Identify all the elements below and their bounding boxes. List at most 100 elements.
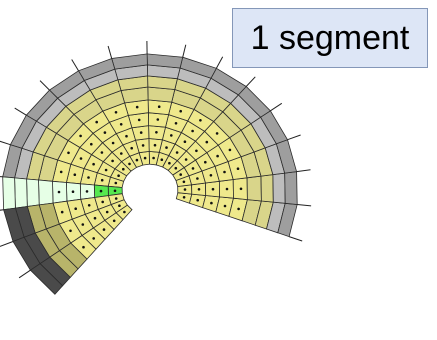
node-dot [122,167,125,171]
node-dot [57,190,61,194]
node-dot [117,174,120,177]
node-dot [199,119,202,122]
node-dot [87,204,91,207]
node-dot [155,131,158,134]
node-dot [182,180,186,184]
node-dot [130,146,133,150]
node-dot [223,204,227,208]
node-dot [99,189,103,193]
node-dot [179,173,182,176]
node-dot [113,189,117,193]
node-dot [205,140,209,144]
node-dot [125,134,128,138]
node-dot [184,158,188,161]
node-dot [170,134,173,137]
node-dot [141,144,145,147]
node-dot [209,174,213,177]
radial-tick [39,80,50,91]
radial-tick [0,140,11,146]
node-dot [92,162,95,166]
node-dot [156,118,160,121]
node-dot [174,122,178,125]
node-dot [90,142,93,146]
radial-tick [0,241,14,247]
node-dot [179,109,182,113]
mesh-cell [14,177,28,209]
radial-tick-marks [0,40,312,279]
node-dot [168,161,171,165]
radial-tick [182,44,187,58]
node-dot [112,219,116,223]
radial-tick [270,102,283,112]
segment-callout-label: 1 segment [232,8,428,68]
radial-tick [288,236,303,242]
node-dot [119,123,123,126]
node-dot [195,149,198,153]
radial-tick [296,169,311,173]
node-dot [103,131,107,134]
node-dot [114,181,118,185]
node-dot [183,140,187,143]
node-dot [102,228,106,231]
node-dot [216,154,219,158]
mesh-cell [272,172,286,204]
radial-tick [0,209,4,211]
node-dot [85,190,89,193]
node-dot [210,201,213,205]
node-dot [100,151,104,154]
mesh-cell [284,171,298,205]
mesh-cell [29,263,64,295]
node-dot [79,134,82,138]
radial-tick [287,134,301,141]
node-dot [197,188,201,191]
node-dot [211,187,215,191]
node-dot [196,198,199,202]
node-dot [100,178,104,182]
radial-tick [0,176,3,178]
node-dot [215,132,219,135]
node-dot [239,187,243,191]
node-dot [111,141,115,145]
mesh-cell [38,179,54,206]
node-dot [175,151,179,154]
node-dot [191,129,194,133]
radial-tick [107,45,113,59]
mesh-cell [26,178,40,207]
node-dot [135,105,139,109]
radial-tick [215,56,224,69]
node-dot [223,170,226,174]
node-dot [74,207,77,210]
node-dot [228,148,232,152]
node-dot [157,105,161,108]
node-dot [128,162,131,166]
node-dot [182,196,186,199]
node-dot [60,210,64,214]
node-dot [118,204,121,207]
node-dot [114,197,118,200]
radial-tick [245,76,256,87]
radial-tick [18,269,31,279]
node-dot [93,216,97,220]
node-dot [59,170,63,174]
mesh-cell [246,175,262,202]
node-dot [81,223,85,226]
node-dot [137,118,141,122]
node-dot [139,131,143,134]
node-dot [160,158,164,161]
node-dot [135,158,139,162]
node-dot [105,210,109,214]
node-dot [120,152,123,155]
node-dot [204,160,207,164]
node-dot [143,156,147,160]
mesh-cell [260,174,274,203]
node-dot [71,190,75,193]
mesh-cell [2,176,16,211]
node-dot [111,159,114,163]
node-dot [183,188,187,191]
node-dot [95,120,98,124]
node-dot [123,210,126,214]
node-dot [237,207,240,211]
radial-tick [71,59,79,72]
node-dot [73,173,77,176]
node-dot [191,167,195,170]
